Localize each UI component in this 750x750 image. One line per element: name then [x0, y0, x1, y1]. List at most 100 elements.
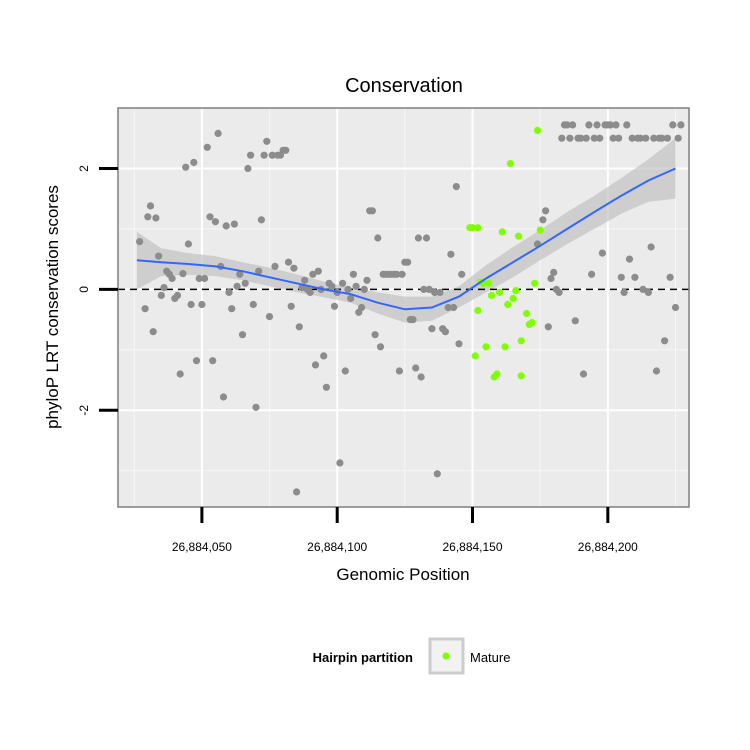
other-point-0-68	[322, 383, 330, 391]
other-point-0-17	[184, 240, 192, 248]
other-point-0-113	[444, 303, 452, 312]
mature-point-1-2	[471, 352, 479, 360]
other-point-2-30	[617, 273, 625, 281]
other-point-0-3	[146, 202, 155, 210]
other-point-2-15	[577, 134, 585, 142]
other-point-2-45	[658, 134, 666, 142]
other-point-0-112	[441, 328, 449, 336]
other-point-0-45	[260, 151, 268, 159]
other-point-0-96	[398, 270, 406, 278]
mature-point-1-24	[528, 319, 536, 327]
other-point-0-117	[455, 340, 463, 348]
mature-point-1-4	[474, 306, 482, 315]
other-point-0-101	[412, 364, 420, 372]
other-point-0-21	[195, 274, 203, 283]
other-point-2-28	[612, 121, 620, 129]
y-tick-label-2: 2	[77, 165, 91, 172]
other-point-0-18	[187, 300, 195, 309]
other-point-0-31	[222, 222, 230, 230]
other-point-0-114	[447, 250, 455, 258]
legend-title: Hairpin partition	[313, 650, 413, 665]
other-point-2-17	[582, 134, 590, 142]
other-point-0-105	[422, 234, 431, 242]
other-point-0-102	[414, 234, 422, 242]
other-point-0-26	[209, 357, 217, 365]
other-point-0-85	[368, 207, 376, 215]
y-axis: -2 0 2	[77, 165, 118, 416]
other-point-0-54	[284, 258, 293, 266]
other-point-2-43	[652, 367, 661, 375]
other-point-0-79	[352, 282, 360, 290]
other-point-0-47	[265, 313, 274, 321]
mature-point-1-11	[493, 370, 501, 378]
other-point-0-2	[144, 213, 152, 221]
other-point-2-19	[588, 270, 596, 278]
other-point-2-42	[650, 134, 658, 142]
other-point-2-5	[550, 268, 558, 276]
other-point-2-31	[620, 288, 628, 296]
mature-point-1-8	[485, 279, 493, 287]
other-point-0-83	[363, 276, 371, 284]
other-point-0-75	[341, 367, 349, 375]
other-point-0-8	[160, 284, 168, 292]
legend: Hairpin partition Mature	[313, 637, 510, 675]
other-point-2-47	[663, 134, 672, 142]
other-point-0-81	[358, 303, 366, 312]
confidence-ribbon	[136, 138, 676, 323]
data-points	[136, 121, 685, 496]
other-point-0-34	[230, 220, 238, 228]
other-point-0-58	[295, 323, 303, 331]
other-point-0-24	[203, 143, 211, 151]
mature-point-1-22	[523, 309, 531, 318]
other-point-0-5	[152, 214, 160, 222]
other-point-0-106	[425, 285, 433, 293]
chart-title: Conservation	[345, 75, 463, 97]
mature-point-1-17	[509, 294, 517, 302]
other-point-0-42	[252, 403, 260, 411]
other-point-0-56	[290, 264, 298, 272]
other-point-2-1	[539, 216, 547, 224]
other-point-0-109	[433, 470, 441, 478]
other-point-0-4	[149, 328, 157, 336]
other-point-0-74	[339, 279, 347, 287]
other-point-2-3	[544, 323, 552, 331]
other-point-0-40	[247, 151, 255, 159]
other-point-0-65	[314, 267, 322, 275]
other-point-0-77	[347, 294, 355, 302]
x-tick-label-2: 26,884,150	[442, 540, 502, 554]
other-point-0-94	[393, 270, 401, 278]
other-point-0-43	[255, 267, 263, 275]
other-point-0-49	[271, 262, 279, 270]
mature-point-1-25	[531, 279, 539, 287]
plot-panel	[117, 107, 690, 508]
other-point-0-48	[268, 151, 276, 159]
other-point-2-13	[571, 317, 579, 325]
other-point-0-30	[219, 393, 228, 401]
mature-point-1-27	[536, 226, 544, 234]
other-point-0-63	[309, 270, 317, 278]
other-point-0-103	[417, 373, 425, 381]
other-point-2-10	[563, 121, 571, 129]
other-point-0-71	[330, 302, 339, 310]
other-point-0-39	[244, 164, 252, 173]
other-point-0-1	[141, 305, 149, 313]
other-point-2-51	[674, 134, 682, 142]
other-point-0-22	[198, 300, 206, 309]
mature-point-1-26	[533, 126, 542, 134]
mature-point-1-1	[468, 224, 477, 232]
other-point-0-15	[179, 270, 187, 278]
other-point-2-8	[558, 134, 566, 142]
other-point-0-41	[249, 300, 257, 309]
other-point-0-20	[192, 357, 201, 365]
x-tick-label-0: 26,884,050	[172, 540, 232, 554]
mature-point-1-12	[496, 288, 504, 296]
other-point-0-28	[214, 129, 222, 137]
other-point-0-32	[225, 288, 233, 296]
x-tick-label-3: 26,884,200	[578, 540, 638, 554]
other-point-0-16	[182, 163, 190, 171]
other-point-2-40	[644, 288, 653, 296]
other-point-2-20	[590, 134, 598, 142]
other-point-2-49	[669, 121, 677, 129]
mature-point-1-3	[474, 224, 482, 232]
other-point-0-95	[395, 367, 403, 375]
